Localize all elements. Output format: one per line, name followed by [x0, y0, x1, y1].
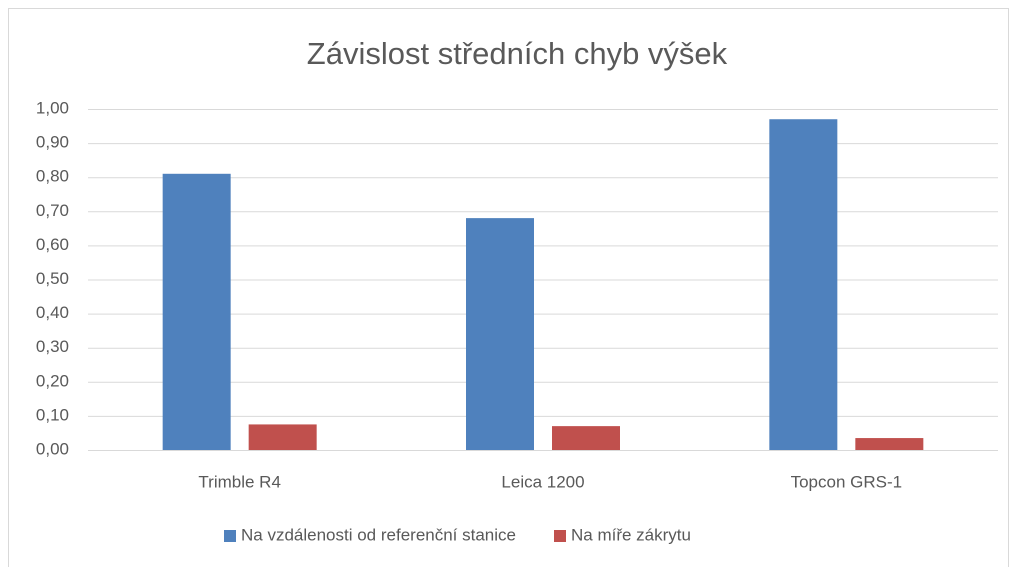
- y-tick-label: 0,40: [36, 303, 69, 322]
- bar: [769, 119, 838, 450]
- bar: [162, 173, 231, 451]
- x-tick-label: Trimble R4: [198, 472, 281, 491]
- bar: [248, 424, 317, 450]
- y-tick-label: 0,80: [36, 167, 69, 186]
- y-tick-label: 0,60: [36, 235, 69, 254]
- legend-label: Na míře zákrytu: [571, 525, 691, 544]
- y-tick-label: 0,20: [36, 371, 69, 390]
- y-tick-label: 0,30: [36, 337, 69, 356]
- y-tick-label: 0,90: [36, 133, 69, 152]
- chart-title: Závislost středních chyb výšek: [307, 36, 728, 71]
- legend-swatch: [224, 530, 236, 542]
- legend-label: Na vzdálenosti od referenční stanice: [241, 525, 516, 544]
- y-tick-label: 0,70: [36, 201, 69, 220]
- y-tick-label: 0,10: [36, 405, 69, 424]
- x-tick-label: Leica 1200: [501, 472, 584, 491]
- bar: [466, 218, 534, 450]
- legend-swatch: [554, 530, 566, 542]
- bar: [855, 438, 924, 450]
- x-tick-label: Topcon GRS-1: [791, 472, 903, 491]
- y-tick-label: 1,00: [36, 98, 69, 117]
- y-tick-label: 0,00: [36, 439, 69, 458]
- y-tick-label: 0,50: [36, 269, 69, 288]
- bar: [552, 426, 620, 450]
